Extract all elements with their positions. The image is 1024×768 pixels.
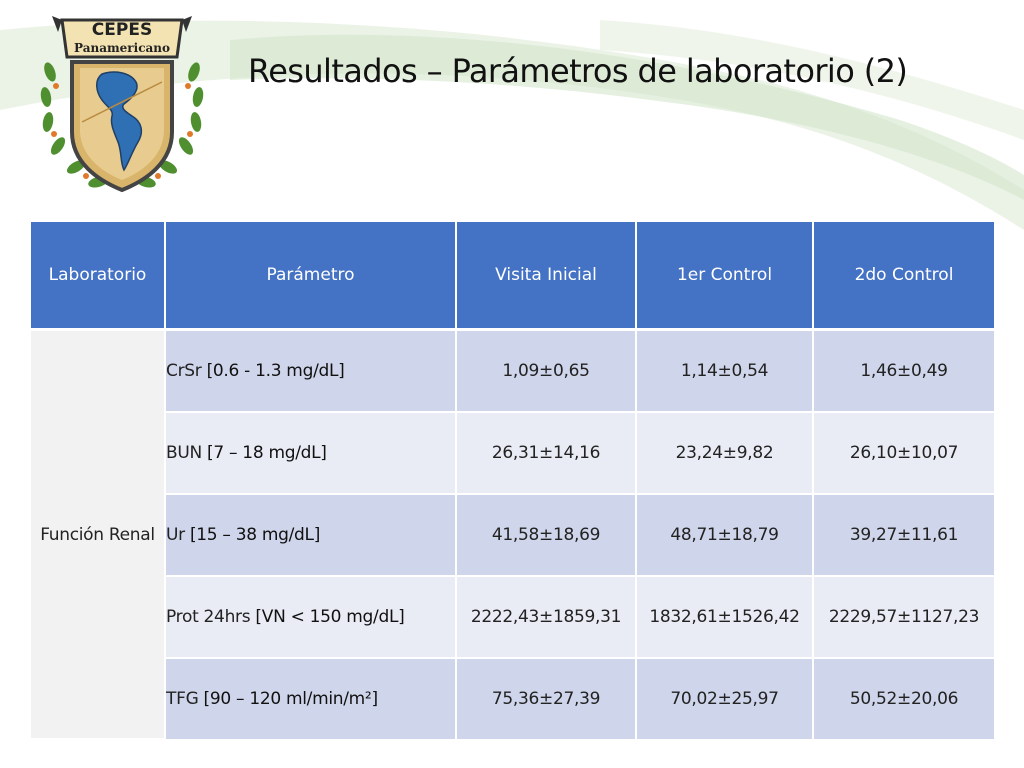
parameter-range: [90 – 120 ml/min/m²]	[203, 689, 379, 709]
table-header-row: Laboratorio Parámetro Visita Inicial 1er…	[31, 222, 994, 331]
parameter-range: [15 – 38 mg/dL]	[189, 525, 321, 545]
header-parametro: Parámetro	[165, 222, 457, 331]
value-1er-control: 1,14±0,54	[636, 329, 814, 413]
parameter-cell: Ur [15 – 38 mg/dL]	[165, 494, 457, 577]
background-swoosh	[0, 20, 1024, 230]
table-row: Función Renal CrSr [0.6 - 1.3 mg/dL] 1,0…	[31, 329, 994, 740]
parameter-cell: CrSr [0.6 - 1.3 mg/dL]	[165, 329, 457, 413]
value-2do-control: 39,27±11,61	[813, 494, 994, 577]
header-visita-inicial: Visita Inicial	[456, 222, 637, 331]
parameter-cell: TFG [90 – 120 ml/min/m²]	[165, 658, 457, 739]
value-1er-control: 23,24±9,82	[636, 412, 814, 495]
table-row: TFG [90 – 120 ml/min/m²] 75,36±27,39 70,…	[31, 658, 994, 739]
value-visita-inicial: 1,09±0,65	[456, 329, 637, 413]
value-visita-inicial: 75,36±27,39	[456, 658, 637, 739]
cepes-logo: CEPES Panamericano	[40, 16, 204, 193]
parameter-range: [0.6 - 1.3 mg/dL]	[206, 361, 345, 381]
group-label: Función Renal	[31, 329, 166, 740]
value-visita-inicial: 2222,43±1859,31	[456, 576, 637, 659]
logo-text-top: CEPES	[92, 20, 152, 40]
parameter-name: CrSr	[166, 361, 202, 381]
page-title: Resultados – Parámetros de laboratorio (…	[248, 52, 908, 90]
value-2do-control: 2229,57±1127,23	[813, 576, 994, 659]
value-visita-inicial: 26,31±14,16	[456, 412, 637, 495]
parameter-name: BUN	[166, 443, 202, 463]
value-1er-control: 70,02±25,97	[636, 658, 814, 739]
parameter-range: [7 – 18 mg/dL]	[207, 443, 327, 463]
value-1er-control: 1832,61±1526,42	[636, 576, 814, 659]
header-2do-control: 2do Control	[813, 222, 994, 331]
parameter-name: Ur	[166, 525, 185, 545]
logo-text-bottom: Panamericano	[74, 41, 170, 55]
value-1er-control: 48,71±18,79	[636, 494, 814, 577]
value-visita-inicial: 41,58±18,69	[456, 494, 637, 577]
parameter-range: [VN < 150 mg/dL]	[255, 607, 405, 627]
parameter-cell: Prot 24hrs [VN < 150 mg/dL]	[165, 576, 457, 659]
value-2do-control: 50,52±20,06	[813, 658, 994, 739]
table-row: Ur [15 – 38 mg/dL] 41,58±18,69 48,71±18,…	[31, 494, 994, 577]
table-row: Prot 24hrs [VN < 150 mg/dL] 2222,43±1859…	[31, 576, 994, 659]
header-1er-control: 1er Control	[636, 222, 814, 331]
lab-results-table: Laboratorio Parámetro Visita Inicial 1er…	[31, 222, 994, 740]
table-row: BUN [7 – 18 mg/dL] 26,31±14,16 23,24±9,8…	[31, 412, 994, 495]
parameter-name: Prot 24hrs	[166, 607, 251, 627]
parameter-name: TFG	[166, 689, 199, 709]
value-2do-control: 1,46±0,49	[813, 329, 994, 413]
value-2do-control: 26,10±10,07	[813, 412, 994, 495]
header-laboratorio: Laboratorio	[31, 222, 166, 331]
parameter-cell: BUN [7 – 18 mg/dL]	[165, 412, 457, 495]
